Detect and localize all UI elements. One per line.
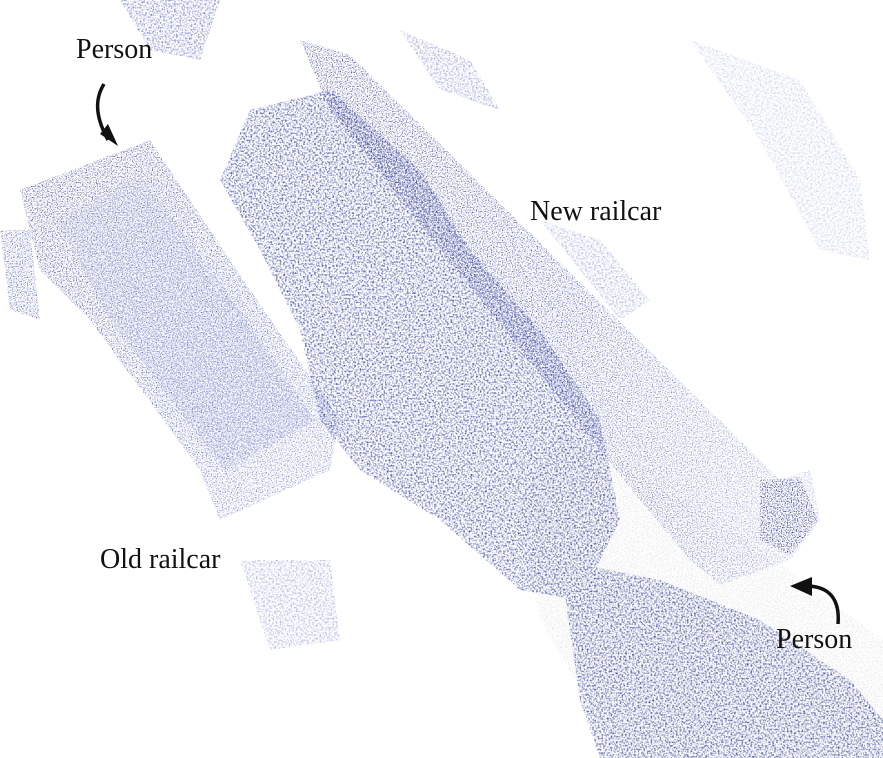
new-railcar-points: [300, 40, 820, 585]
old-railcar-label: Old railcar: [100, 544, 221, 575]
person-label-bottom: Person: [776, 624, 853, 655]
curved-arrow-down-icon: [95, 83, 118, 146]
debris-points: [120, 0, 883, 758]
person-label-top: Person: [76, 34, 153, 65]
old-railcar-points: [0, 140, 340, 520]
new-railcar-label: New railcar: [530, 196, 662, 227]
curved-arrow-left-icon: [790, 577, 840, 625]
